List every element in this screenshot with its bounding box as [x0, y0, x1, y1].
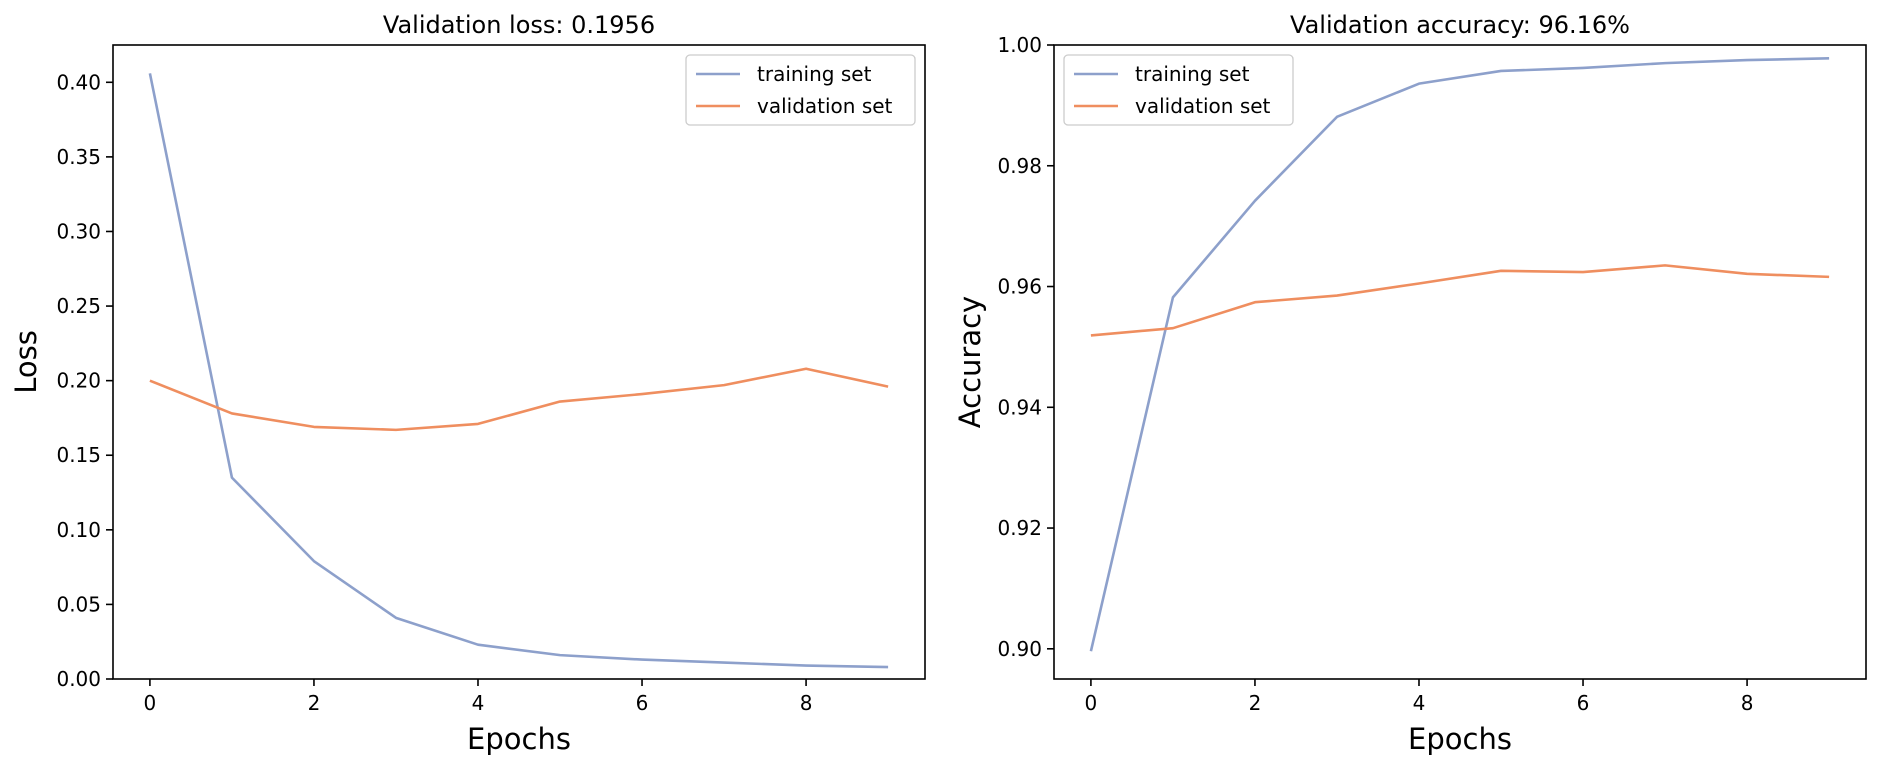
- plot-frame: [112, 44, 926, 680]
- x-tick-label: 4: [1413, 691, 1426, 715]
- y-tick-label: 0.15: [56, 443, 101, 467]
- y-axis-label: Accuracy: [953, 296, 987, 428]
- x-tick-label: 8: [1741, 691, 1754, 715]
- legend: training set validation set: [1063, 54, 1294, 126]
- legend-label: training set: [757, 62, 872, 86]
- series-line-validation: [149, 367, 889, 432]
- x-axis-label: Epochs: [467, 722, 571, 756]
- y-axis-label: Loss: [9, 330, 43, 394]
- x-tick-label: 6: [636, 691, 649, 715]
- chart-loss: Validation loss: 0.1956 0 2 4 6 8 0.00 0.05 0.10…: [9, 11, 926, 756]
- y-tick-label: 0.90: [997, 637, 1042, 661]
- x-tick-label: 0: [1085, 691, 1098, 715]
- y-tick-label: 0.35: [56, 145, 101, 169]
- y-tick-label: 0.05: [56, 592, 101, 616]
- chart-title: Validation accuracy: 96.16%: [1290, 11, 1630, 39]
- legend-label: validation set: [757, 94, 893, 118]
- legend: training set validation set: [685, 54, 916, 126]
- y-tick-label: 0.00: [56, 667, 101, 691]
- series-line-validation: [1090, 264, 1830, 337]
- legend-box: [1063, 54, 1294, 126]
- chart-title: Validation loss: 0.1956: [383, 11, 655, 39]
- x-tick-label: 4: [472, 691, 485, 715]
- legend-box: [685, 54, 916, 126]
- y-tick-label: 1.00: [997, 33, 1042, 57]
- series-line-training: [1089, 56, 1830, 652]
- x-tick-label: 2: [1249, 691, 1262, 715]
- x-axis-label: Epochs: [1408, 722, 1512, 756]
- y-tick-label: 0.25: [56, 294, 101, 318]
- x-tick-label: 6: [1577, 691, 1590, 715]
- y-tick-label: 0.10: [56, 518, 101, 542]
- x-tick-label: 8: [800, 691, 813, 715]
- plot-frame: [1053, 44, 1867, 680]
- legend-label: training set: [1135, 62, 1250, 86]
- chart-accuracy: Validation accuracy: 96.16% 0 2 4 6 8 0.90 0.92…: [953, 11, 1867, 756]
- y-tick-label: 0.96: [997, 275, 1042, 299]
- y-tick-label: 0.94: [997, 395, 1042, 419]
- y-tick-label: 0.92: [997, 516, 1042, 540]
- legend-label: validation set: [1135, 94, 1271, 118]
- x-tick-label: 0: [144, 691, 157, 715]
- x-tick-label: 2: [308, 691, 321, 715]
- y-tick-label: 0.40: [56, 70, 101, 94]
- series-line-training: [148, 73, 889, 669]
- y-tick-label: 0.98: [997, 154, 1042, 178]
- y-tick-label: 0.20: [56, 369, 101, 393]
- y-tick-label: 0.30: [56, 219, 101, 243]
